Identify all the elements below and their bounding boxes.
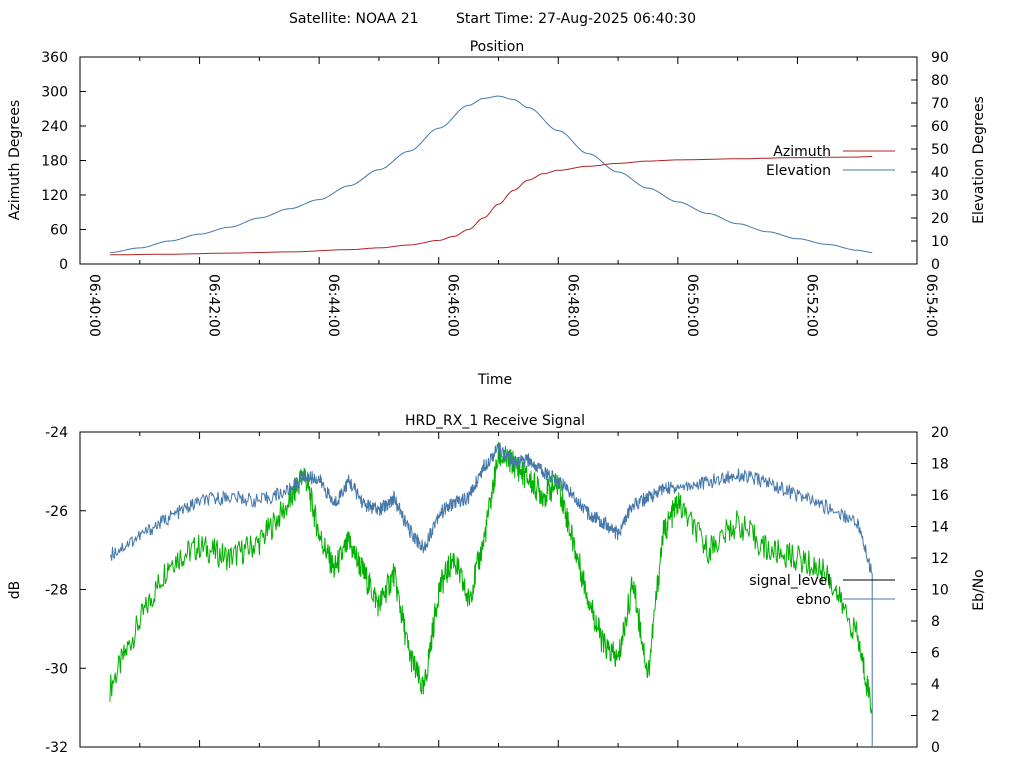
y-tick-label: 300: [41, 85, 68, 101]
y-tick-label: -32: [45, 740, 68, 756]
y2-tick-label: 0: [931, 257, 940, 273]
legend-label-ebno: ebno: [796, 592, 831, 608]
y-tick-label: 180: [41, 154, 68, 170]
y2-tick-label: 60: [931, 119, 949, 135]
x-tick-label: 06:46:00: [445, 274, 461, 337]
y2-tick-label: 90: [931, 50, 949, 66]
receive-signal-title: HRD_RX_1 Receive Signal: [405, 413, 585, 429]
position-chart: Position 0 60 120 180 240 300 360 0 10 20 30 40 50 6…: [7, 39, 987, 388]
y2-tick-label: 10: [931, 583, 949, 599]
satellite-label: Satellite: NOAA 21: [289, 11, 419, 27]
series-line-elevation: [109, 95, 873, 253]
y2-tick-label: 16: [931, 488, 949, 504]
y-tick-label: 60: [50, 223, 68, 239]
y-tick-label: 0: [59, 257, 68, 273]
position-chart-title: Position: [470, 39, 525, 55]
x-tick-label: 06:44:00: [325, 274, 341, 337]
receive-plot-frame: [79, 431, 918, 748]
y2-tick-label: 20: [931, 211, 949, 227]
y-tick-label: 120: [41, 188, 68, 204]
y2-tick-label: 80: [931, 73, 949, 89]
position-xlabel: Time: [477, 372, 512, 388]
y2-tick-label: 70: [931, 96, 949, 112]
y2-tick-label: 4: [931, 677, 940, 693]
y2-tick-label: 0: [931, 740, 940, 756]
receive-ylabel: dB: [7, 581, 23, 600]
x-tick-label: 06:50:00: [684, 274, 700, 337]
position-ylabel: Azimuth Degrees: [7, 100, 23, 220]
series-line-ebno: [109, 442, 873, 747]
y2-tick-label: 2: [931, 709, 940, 725]
series-line-azimuth: [109, 156, 873, 256]
y-tick-label: -30: [45, 661, 68, 677]
legend-label-azimuth: Azimuth: [773, 144, 831, 160]
x-tick-label: 06:52:00: [803, 274, 819, 337]
x-tick-label: 06:40:00: [86, 274, 102, 337]
y2-tick-label: 8: [931, 614, 940, 630]
x-tick-label: 06:42:00: [206, 274, 222, 337]
y-tick-label: -24: [45, 425, 68, 441]
y-tick-label: 240: [41, 119, 68, 135]
y2-tick-label: 50: [931, 142, 949, 158]
legend-label-elevation: Elevation: [766, 163, 831, 179]
y-tick-label: -28: [45, 583, 68, 599]
legend-label-signal-level: signal_level: [749, 573, 831, 589]
receive-y2label: Eb/No: [971, 569, 987, 611]
y2-tick-label: 10: [931, 234, 949, 250]
y2-tick-label: 12: [931, 551, 949, 567]
y2-tick-label: 30: [931, 188, 949, 204]
x-tick-label: 06:54:00: [923, 274, 939, 337]
receive-signal-chart: HRD_RX_1 Receive Signal -32-30-28-26-24 …: [7, 413, 987, 756]
y2-tick-label: 20: [931, 425, 949, 441]
start-time-label: Start Time: 27-Aug-2025 06:40:30: [456, 11, 696, 27]
position-y2label: Elevation Degrees: [971, 96, 987, 224]
y2-tick-label: 40: [931, 165, 949, 181]
x-tick-label: 06:48:00: [564, 274, 580, 337]
y2-tick-label: 14: [931, 520, 949, 536]
y2-tick-label: 6: [931, 646, 940, 662]
y2-tick-label: 18: [931, 457, 949, 473]
y-tick-label: 360: [41, 50, 68, 66]
y-tick-label: -26: [45, 504, 68, 520]
